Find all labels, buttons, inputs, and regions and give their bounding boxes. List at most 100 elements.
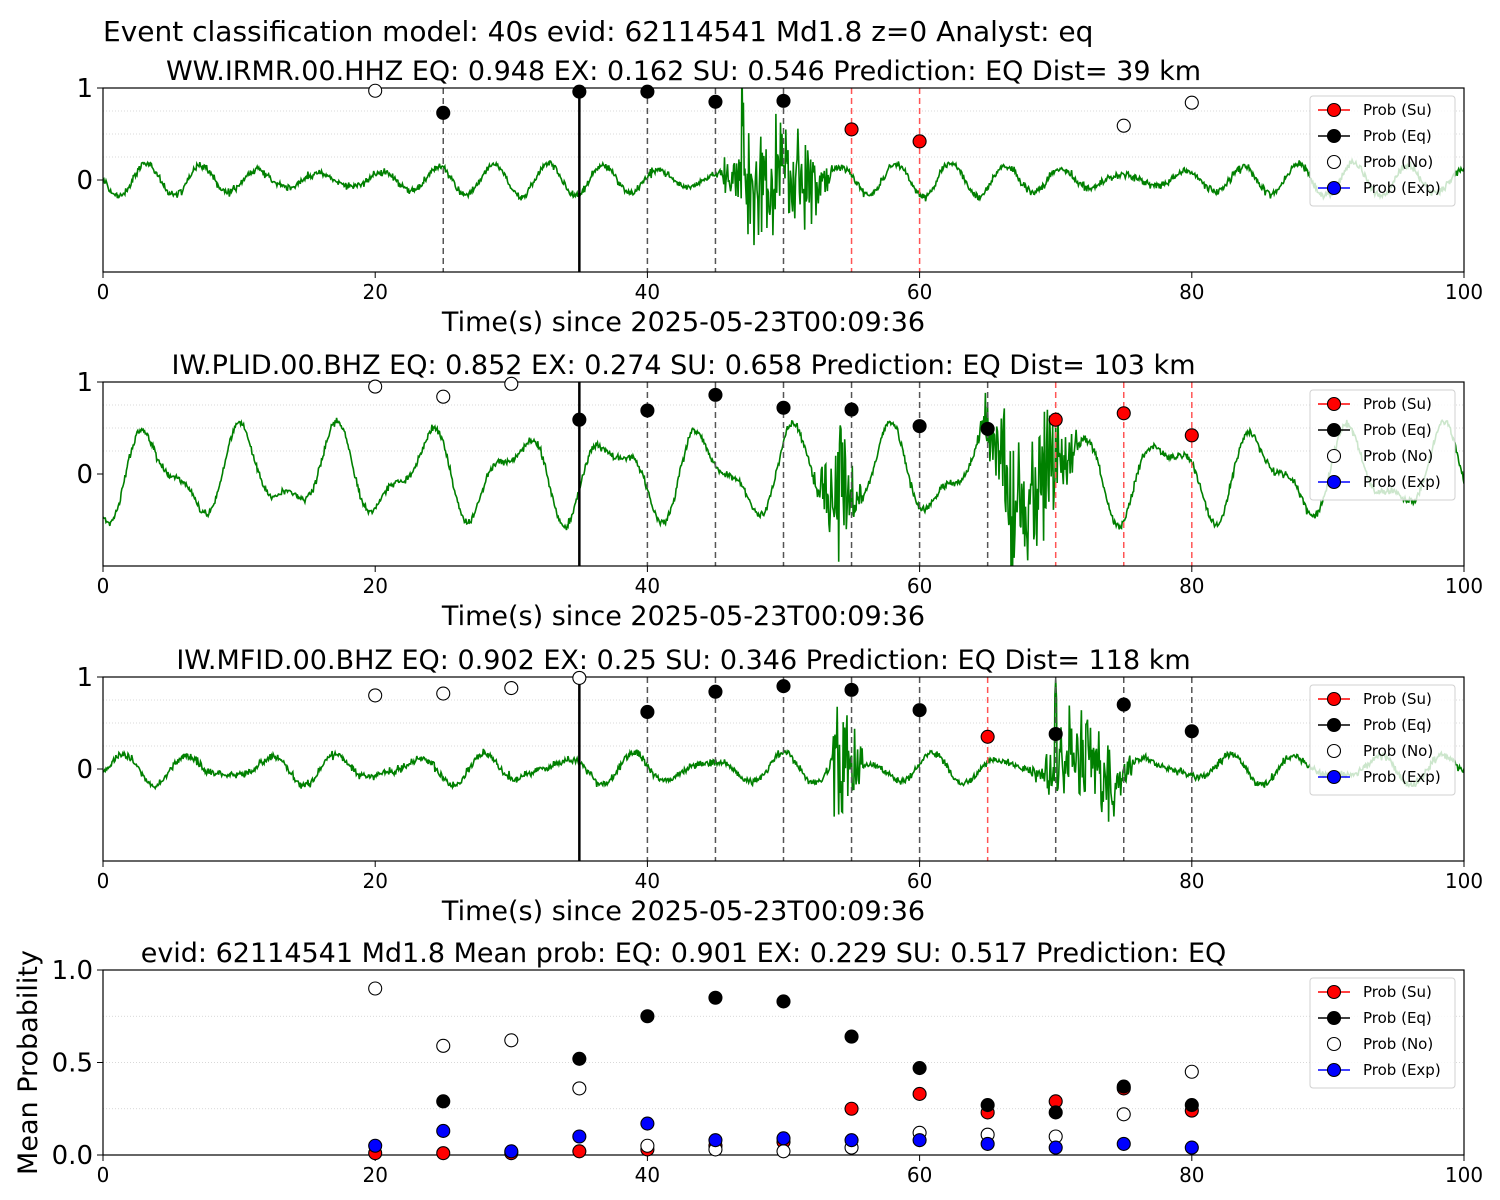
point-su bbox=[844, 1101, 859, 1116]
legend-marker-exp bbox=[1326, 180, 1342, 196]
point-exp bbox=[1116, 1136, 1131, 1151]
point-no bbox=[572, 670, 587, 685]
point-su bbox=[572, 1144, 587, 1159]
x-tick-label: 100 bbox=[1445, 574, 1483, 598]
y-tick-label: 1 bbox=[76, 663, 93, 693]
waveform-group bbox=[103, 392, 1464, 566]
legend-marker-exp bbox=[1326, 474, 1342, 490]
legend-label-exp: Prob (Exp) bbox=[1363, 1061, 1441, 1079]
point-no bbox=[436, 389, 451, 404]
legend-marker-exp bbox=[1326, 769, 1342, 785]
waveform-group bbox=[103, 88, 1464, 246]
chart-panel-3: 0 20 40 60 80 100 0 1 IW.MFID.00.BHZ EQ: 0.902 E… bbox=[76, 645, 1483, 927]
point-exp bbox=[844, 1133, 859, 1148]
x-tick-label: 40 bbox=[635, 280, 660, 304]
point-no bbox=[368, 688, 383, 703]
legend-label-no: Prob (No) bbox=[1363, 742, 1433, 760]
x-tick-label: 20 bbox=[362, 1163, 387, 1187]
legend-frame bbox=[1309, 95, 1456, 207]
y-tick-label: 1 bbox=[76, 74, 93, 104]
point-no bbox=[436, 686, 451, 701]
panel-title: WW.IRMR.00.HHZ EQ: 0.948 EX: 0.162 SU: 0… bbox=[166, 56, 1201, 87]
legend-marker-su bbox=[1326, 691, 1342, 707]
point-no bbox=[1116, 118, 1131, 133]
point-exp bbox=[1048, 1140, 1063, 1155]
legend-label-eq: Prob (Eq) bbox=[1363, 1009, 1432, 1027]
point-eq bbox=[708, 684, 723, 699]
x-tick-label: 40 bbox=[635, 574, 660, 598]
legend-marker-su bbox=[1326, 984, 1342, 1000]
legend-frame bbox=[1309, 977, 1456, 1089]
point-eq bbox=[776, 679, 791, 694]
point-no bbox=[436, 1038, 451, 1053]
chart-panel-1: 0 20 40 60 80 100 0 1 WW.IRMR.00.HHZ EQ: 0.948 E… bbox=[76, 56, 1483, 338]
point-no bbox=[368, 379, 383, 394]
point-eq bbox=[640, 84, 655, 99]
waveform-trace bbox=[103, 392, 1464, 566]
x-tick-label: 20 bbox=[362, 574, 387, 598]
legend-label-su: Prob (Su) bbox=[1363, 101, 1432, 119]
legend-marker-no bbox=[1326, 448, 1342, 464]
x-tick-label: 100 bbox=[1445, 869, 1483, 893]
point-exp bbox=[708, 1133, 723, 1148]
point-exp bbox=[1184, 1140, 1199, 1155]
point-no bbox=[1116, 1107, 1131, 1122]
legend-marker-exp bbox=[1326, 1062, 1342, 1078]
legend-label-exp: Prob (Exp) bbox=[1363, 768, 1441, 786]
y-tick-label: 0.5 bbox=[52, 1049, 93, 1079]
point-no bbox=[640, 1138, 655, 1153]
panel-title: IW.PLID.00.BHZ EQ: 0.852 EX: 0.274 SU: 0… bbox=[172, 350, 1196, 381]
x-tick-label: 0 bbox=[97, 1163, 110, 1187]
x-tick-label: 100 bbox=[1445, 1163, 1483, 1187]
legend-label-exp: Prob (Exp) bbox=[1363, 473, 1441, 491]
point-no bbox=[504, 680, 519, 696]
x-tick-label: 0 bbox=[97, 869, 110, 893]
legend-marker-eq bbox=[1326, 422, 1342, 438]
legend-label-eq: Prob (Eq) bbox=[1363, 716, 1432, 734]
x-tick-label: 80 bbox=[1179, 574, 1204, 598]
point-eq bbox=[572, 412, 587, 427]
y-tick-label: 0.0 bbox=[52, 1141, 93, 1171]
y-axis-label: Mean Probability bbox=[13, 950, 44, 1175]
x-tick-label: 80 bbox=[1179, 869, 1204, 893]
x-tick-label: 80 bbox=[1179, 280, 1204, 304]
legend-marker-no bbox=[1326, 1036, 1342, 1052]
x-tick-label: 20 bbox=[362, 869, 387, 893]
x-axis-label: Time(s) since 2025-05-23T00:09:36 bbox=[441, 896, 925, 927]
point-su bbox=[912, 1086, 927, 1101]
point-no bbox=[776, 1144, 791, 1159]
x-axis-label: Time(s) since 2025-05-23T00:09:36 bbox=[441, 307, 925, 338]
legend-frame bbox=[1309, 389, 1456, 501]
point-eq bbox=[776, 93, 791, 108]
point-eq bbox=[436, 1094, 451, 1109]
point-su bbox=[436, 1146, 451, 1161]
point-no bbox=[368, 83, 383, 98]
point-eq bbox=[844, 682, 859, 697]
point-no bbox=[1184, 1064, 1199, 1079]
figure-suptitle: Event classification model: 40s evid: 62… bbox=[103, 15, 1093, 48]
point-exp bbox=[572, 1129, 587, 1144]
point-eq bbox=[572, 84, 587, 99]
y-tick-label: 1 bbox=[76, 368, 93, 398]
point-exp bbox=[368, 1138, 383, 1153]
x-tick-label: 20 bbox=[362, 280, 387, 304]
legend-label-no: Prob (No) bbox=[1363, 153, 1433, 171]
point-no bbox=[368, 981, 383, 996]
point-eq bbox=[1184, 724, 1199, 739]
legend-marker-eq bbox=[1326, 717, 1342, 733]
legend-label-su: Prob (Su) bbox=[1363, 690, 1432, 708]
y-tick-label: 0 bbox=[76, 460, 93, 490]
x-tick-label: 40 bbox=[635, 869, 660, 893]
x-tick-label: 60 bbox=[907, 869, 932, 893]
x-tick-label: 60 bbox=[907, 1163, 932, 1187]
point-eq bbox=[640, 1009, 655, 1024]
y-tick-label: 0 bbox=[76, 166, 93, 196]
y-tick-label: 0 bbox=[76, 755, 93, 785]
point-eq bbox=[776, 994, 791, 1009]
legend-marker-su bbox=[1326, 396, 1342, 412]
x-tick-label: 40 bbox=[635, 1163, 660, 1187]
point-exp bbox=[980, 1136, 995, 1151]
legend: Prob (Su) Prob (Eq) Prob (No) Prob (Exp) bbox=[1309, 684, 1456, 796]
point-exp bbox=[640, 1116, 655, 1131]
